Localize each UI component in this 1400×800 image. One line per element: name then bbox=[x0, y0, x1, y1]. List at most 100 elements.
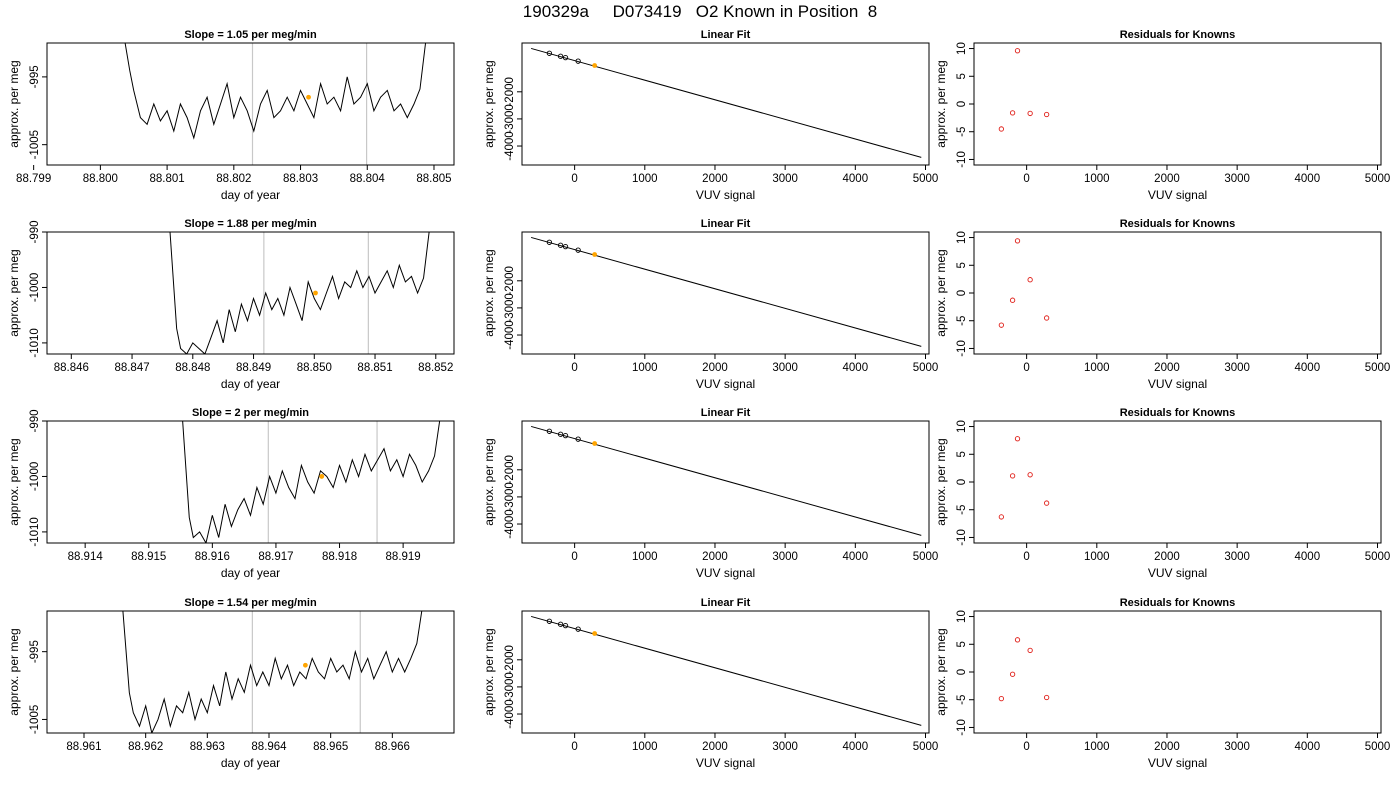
x-tick-label: 5000 bbox=[913, 551, 939, 563]
plot-frame bbox=[46, 42, 455, 166]
y-tick-label: 5 bbox=[956, 262, 968, 268]
x-tick-label: 88.851 bbox=[357, 362, 392, 374]
residual-point bbox=[1043, 315, 1050, 321]
y-tick-label: -1005 bbox=[29, 130, 41, 159]
y-tick-label: -2000 bbox=[504, 455, 516, 484]
x-tick-label: 1000 bbox=[1084, 362, 1110, 374]
x-tick-label: 88.918 bbox=[322, 551, 357, 563]
panel-trace-2: 88.846 88.847 88.848 88.849 88.850 88.851 88.8… bbox=[7, 218, 455, 391]
y-tick-label: 0 bbox=[956, 479, 968, 485]
x-tick-label: 3000 bbox=[1224, 551, 1250, 563]
x-tick-label: 5000 bbox=[913, 741, 939, 753]
x-tick-label: 88.848 bbox=[175, 362, 210, 374]
y-tick-label: -10 bbox=[956, 151, 968, 168]
x-tick-label: 1000 bbox=[632, 741, 658, 753]
plot-frame bbox=[521, 420, 930, 544]
x-tick-label: 2000 bbox=[1154, 173, 1180, 185]
x-tick-label: 88.919 bbox=[386, 551, 421, 563]
panel-fit-2: 0 1000 2000 3000 4000 5000 -2000-3000-4000 Line… bbox=[482, 218, 938, 391]
x-tick-label: 1000 bbox=[632, 362, 658, 374]
y-tick-label: -5 bbox=[956, 695, 968, 705]
y-tick-label: 0 bbox=[956, 290, 968, 296]
residual-point bbox=[1009, 671, 1016, 677]
residual-point bbox=[1009, 297, 1016, 303]
panel-title: Residuals for Knowns bbox=[1120, 218, 1236, 230]
x-tick-label: 88.917 bbox=[258, 551, 293, 563]
y-axis-label: approx. per meg bbox=[7, 60, 21, 147]
x-tick-label: 5000 bbox=[1365, 173, 1391, 185]
x-tick-label: 88.963 bbox=[190, 741, 225, 753]
x-tick-label: 88.802 bbox=[216, 173, 251, 185]
panel-title: Linear Fit bbox=[701, 218, 751, 230]
x-tick-label: 5000 bbox=[1365, 551, 1391, 563]
x-tick-label: 88.916 bbox=[195, 551, 230, 563]
known-point bbox=[557, 621, 564, 627]
y-axis-label: approx. per meg bbox=[7, 249, 21, 336]
residual-point bbox=[1009, 473, 1016, 479]
plot-area bbox=[998, 48, 1050, 132]
x-tick-label: 4000 bbox=[843, 173, 869, 185]
panel-fit-3: 0 1000 2000 3000 4000 5000 -2000-3000-4000 Line… bbox=[482, 407, 938, 580]
x-tick-label: 4000 bbox=[843, 362, 869, 374]
fit-line bbox=[530, 47, 922, 158]
x-axis-label: VUV signal bbox=[1148, 188, 1207, 202]
x-tick-label: 3000 bbox=[1224, 173, 1250, 185]
panel-trace-1: 88.799 88.800 88.801 88.802 88.803 88.804 88.8… bbox=[7, 29, 455, 202]
x-tick-label: 3000 bbox=[772, 551, 798, 563]
y-tick-label: -1010 bbox=[29, 328, 41, 357]
x-tick-label: 4000 bbox=[843, 741, 869, 753]
x-tick-label: 88.805 bbox=[416, 173, 451, 185]
x-axis-label: day of year bbox=[221, 756, 280, 770]
y-tick-label: -5 bbox=[956, 316, 968, 326]
panel-title: Slope = 1.05 per meg/min bbox=[184, 29, 317, 41]
y-axis-label: approx. per meg bbox=[482, 438, 496, 525]
x-tick-label: 3000 bbox=[772, 741, 798, 753]
known-point bbox=[557, 242, 564, 248]
x-tick-label: 5000 bbox=[1365, 362, 1391, 374]
x-tick-label: 88.849 bbox=[236, 362, 271, 374]
plot-frame bbox=[521, 231, 930, 355]
x-tick-label: 88.914 bbox=[68, 551, 104, 563]
highlight-point bbox=[592, 631, 598, 636]
panel-trace-3: 88.914 88.915 88.916 88.917 88.918 88.919 -990… bbox=[7, 407, 455, 580]
residual-point bbox=[998, 322, 1005, 328]
plot-frame bbox=[46, 610, 455, 734]
signal-trace bbox=[122, 611, 423, 733]
x-tick-label: 3000 bbox=[772, 362, 798, 374]
y-tick-label: -1010 bbox=[29, 517, 41, 546]
highlight-point bbox=[592, 63, 598, 68]
residual-point bbox=[1027, 110, 1033, 117]
x-axis-label: day of year bbox=[221, 377, 280, 391]
x-tick-label: 2000 bbox=[702, 362, 728, 374]
known-point bbox=[557, 53, 564, 59]
y-tick-label: -1000 bbox=[29, 462, 41, 491]
plot-area bbox=[530, 47, 922, 158]
x-tick-label: 2000 bbox=[702, 741, 728, 753]
plot-area bbox=[530, 236, 922, 347]
x-axis-label: VUV signal bbox=[1148, 377, 1207, 391]
x-axis-label: VUV signal bbox=[696, 188, 755, 202]
y-tick-label: 10 bbox=[956, 420, 968, 433]
x-tick-label: 0 bbox=[571, 551, 577, 563]
fit-line bbox=[530, 615, 922, 726]
y-tick-label: -4000 bbox=[504, 320, 516, 349]
y-tick-label: -990 bbox=[29, 220, 41, 243]
x-tick-label: 88.803 bbox=[283, 173, 318, 185]
x-tick-label: 2000 bbox=[1154, 551, 1180, 563]
page-title: 190329a D073419 O2 Known in Position 8 bbox=[522, 2, 878, 21]
y-tick-label: -1005 bbox=[29, 705, 41, 734]
y-tick-label: 10 bbox=[956, 42, 968, 55]
residual-point bbox=[1014, 238, 1021, 244]
y-tick-label: 0 bbox=[956, 101, 968, 107]
plot-area bbox=[530, 425, 922, 536]
x-tick-label: 5000 bbox=[1365, 741, 1391, 753]
x-tick-label: 88.800 bbox=[83, 173, 118, 185]
y-axis-label: approx. per meg bbox=[934, 628, 948, 715]
residual-point bbox=[998, 695, 1005, 702]
y-tick-label: 10 bbox=[956, 231, 968, 244]
y-tick-label: -2000 bbox=[504, 645, 516, 674]
y-tick-label: -4000 bbox=[504, 699, 516, 728]
panel-trace-4: 88.961 88.962 88.963 88.964 88.965 88.966 -995… bbox=[7, 597, 455, 770]
